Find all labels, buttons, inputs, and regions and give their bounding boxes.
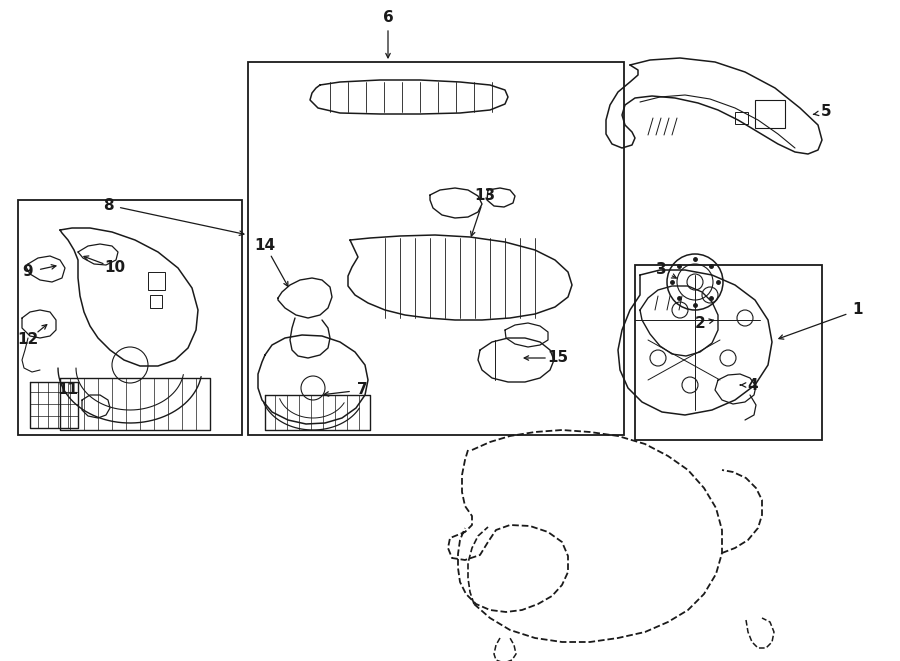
Text: 2: 2 — [695, 315, 706, 330]
Text: 5: 5 — [821, 104, 832, 120]
Text: 8: 8 — [103, 198, 113, 212]
Bar — [148, 272, 165, 290]
Bar — [635, 265, 822, 440]
Text: 9: 9 — [22, 264, 33, 280]
Text: 4: 4 — [748, 377, 759, 393]
Bar — [150, 295, 162, 308]
Bar — [248, 62, 624, 435]
Text: 1: 1 — [853, 303, 863, 317]
Text: 3: 3 — [656, 262, 666, 278]
Text: 13: 13 — [474, 188, 496, 202]
Bar — [735, 112, 748, 124]
Text: 14: 14 — [255, 237, 275, 253]
Bar — [18, 200, 242, 435]
Text: 10: 10 — [104, 260, 126, 276]
Text: 12: 12 — [17, 332, 39, 348]
Text: 6: 6 — [382, 11, 393, 26]
Text: 15: 15 — [547, 350, 569, 366]
Text: 7: 7 — [356, 383, 367, 397]
Bar — [755, 100, 785, 128]
Text: 11: 11 — [58, 383, 78, 397]
